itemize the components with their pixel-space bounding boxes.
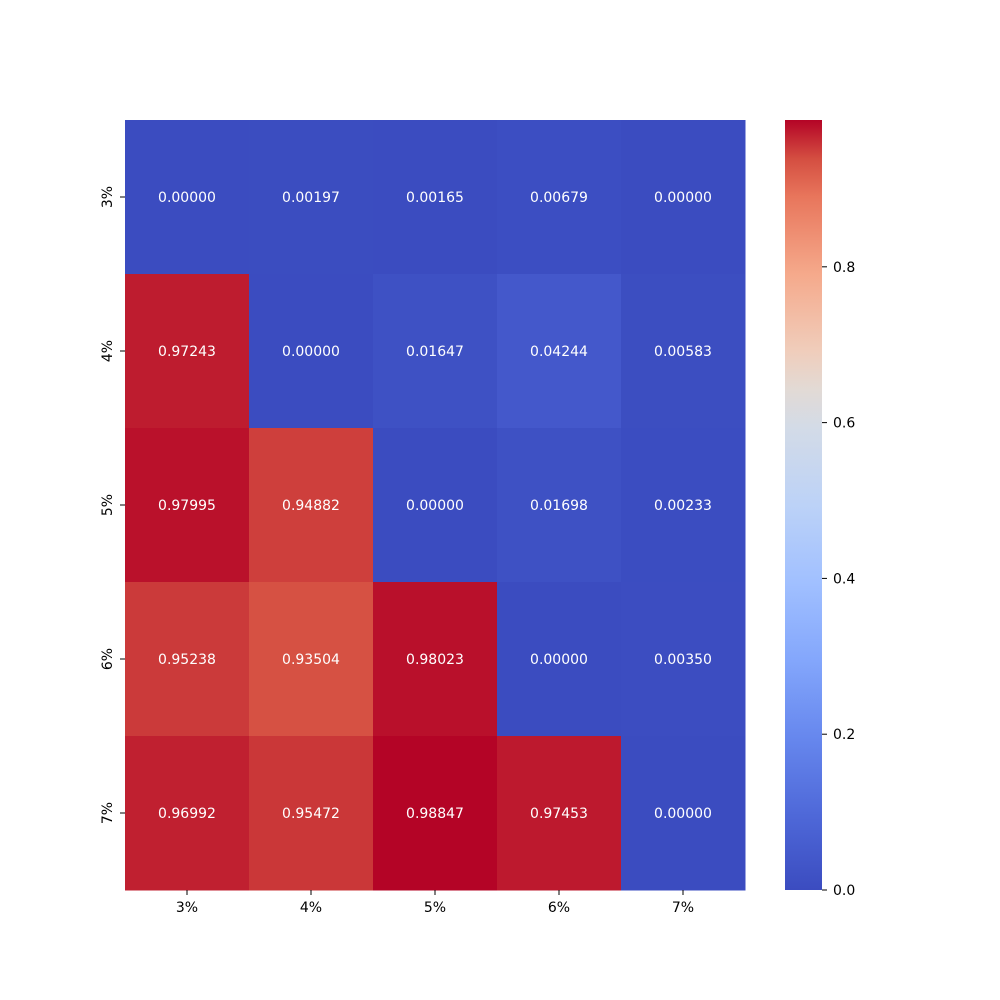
x-tick-label: 4% — [300, 900, 322, 916]
cell-value-label: 0.00000 — [654, 806, 712, 822]
heatmap-cell-labels: 0.00000 0.00197 0.00165 0.00679 0.00000 0.972… — [158, 190, 712, 822]
colorbar-tick-label: 0.0 — [833, 883, 855, 899]
colorbar: 0.0 0.2 0.4 0.6 0.8 — [785, 120, 855, 899]
cell-value-label: 0.00197 — [282, 190, 340, 206]
y-tick-label: 3% — [100, 186, 116, 208]
x-axis: 3% 4% 5% 6% 7% — [176, 890, 694, 916]
cell-value-label: 0.00000 — [654, 190, 712, 206]
y-tick-label: 5% — [100, 494, 116, 516]
x-tick-label: 5% — [424, 900, 446, 916]
cell-value-label: 0.00000 — [406, 498, 464, 514]
heatmap-cell — [125, 428, 250, 583]
cell-value-label: 0.98023 — [406, 652, 464, 668]
heatmap-cell — [497, 120, 622, 275]
heatmap-cell — [621, 582, 746, 737]
heatmap-cell — [125, 736, 250, 891]
x-tick-label: 6% — [548, 900, 570, 916]
heatmap-cell — [249, 120, 374, 275]
colorbar-tick-label: 0.4 — [833, 571, 855, 587]
cell-value-label: 0.00165 — [406, 190, 464, 206]
heatmap-cell — [125, 582, 250, 737]
colorbar-tick-label: 0.6 — [833, 416, 855, 432]
cell-value-label: 0.00000 — [282, 344, 340, 360]
cell-value-label: 0.94882 — [282, 498, 340, 514]
cell-value-label: 0.95238 — [158, 652, 216, 668]
heatmap-cells — [125, 120, 746, 891]
cell-value-label: 0.01647 — [406, 344, 464, 360]
heatmap-cell — [621, 274, 746, 429]
heatmap-cell — [249, 736, 374, 891]
x-tick-label: 7% — [672, 900, 694, 916]
x-tick-label: 3% — [176, 900, 198, 916]
y-axis: 3% 4% 5% 6% 7% — [100, 186, 125, 824]
heatmap-cell — [373, 120, 498, 275]
heatmap-cell — [621, 120, 746, 275]
heatmap-cell — [497, 274, 622, 429]
cell-value-label: 0.00350 — [654, 652, 712, 668]
heatmap-cell — [621, 428, 746, 583]
colorbar-tick-label: 0.2 — [833, 727, 855, 743]
cell-value-label: 0.93504 — [282, 652, 340, 668]
cell-value-label: 0.97453 — [530, 806, 588, 822]
cell-value-label: 0.98847 — [406, 806, 464, 822]
colorbar-gradient — [785, 120, 822, 890]
cell-value-label: 0.97243 — [158, 344, 216, 360]
cell-value-label: 0.95472 — [282, 806, 340, 822]
cell-value-label: 0.01698 — [530, 498, 588, 514]
heatmap-cell — [497, 428, 622, 583]
cell-value-label: 0.00000 — [530, 652, 588, 668]
heatmap-cell — [373, 428, 498, 583]
cell-value-label: 0.00233 — [654, 498, 712, 514]
y-tick-label: 6% — [100, 648, 116, 670]
heatmap-cell — [497, 736, 622, 891]
cell-value-label: 0.97995 — [158, 498, 216, 514]
heatmap-cell — [249, 274, 374, 429]
cell-value-label: 0.96992 — [158, 806, 216, 822]
heatmap-cell — [125, 274, 250, 429]
cell-value-label: 0.00583 — [654, 344, 712, 360]
heatmap-cell — [249, 428, 374, 583]
heatmap-cell — [373, 274, 498, 429]
cell-value-label: 0.04244 — [530, 344, 588, 360]
y-tick-label: 7% — [100, 802, 116, 824]
heatmap-cell — [497, 582, 622, 737]
heatmap-cell — [621, 736, 746, 891]
heatmap-cell — [249, 582, 374, 737]
y-tick-label: 4% — [100, 340, 116, 362]
colorbar-tick-label: 0.8 — [833, 260, 855, 276]
heatmap-cell — [125, 120, 250, 275]
heatmap-cell — [373, 582, 498, 737]
heatmap-cell — [373, 736, 498, 891]
cell-value-label: 0.00000 — [158, 190, 216, 206]
cell-value-label: 0.00679 — [530, 190, 588, 206]
